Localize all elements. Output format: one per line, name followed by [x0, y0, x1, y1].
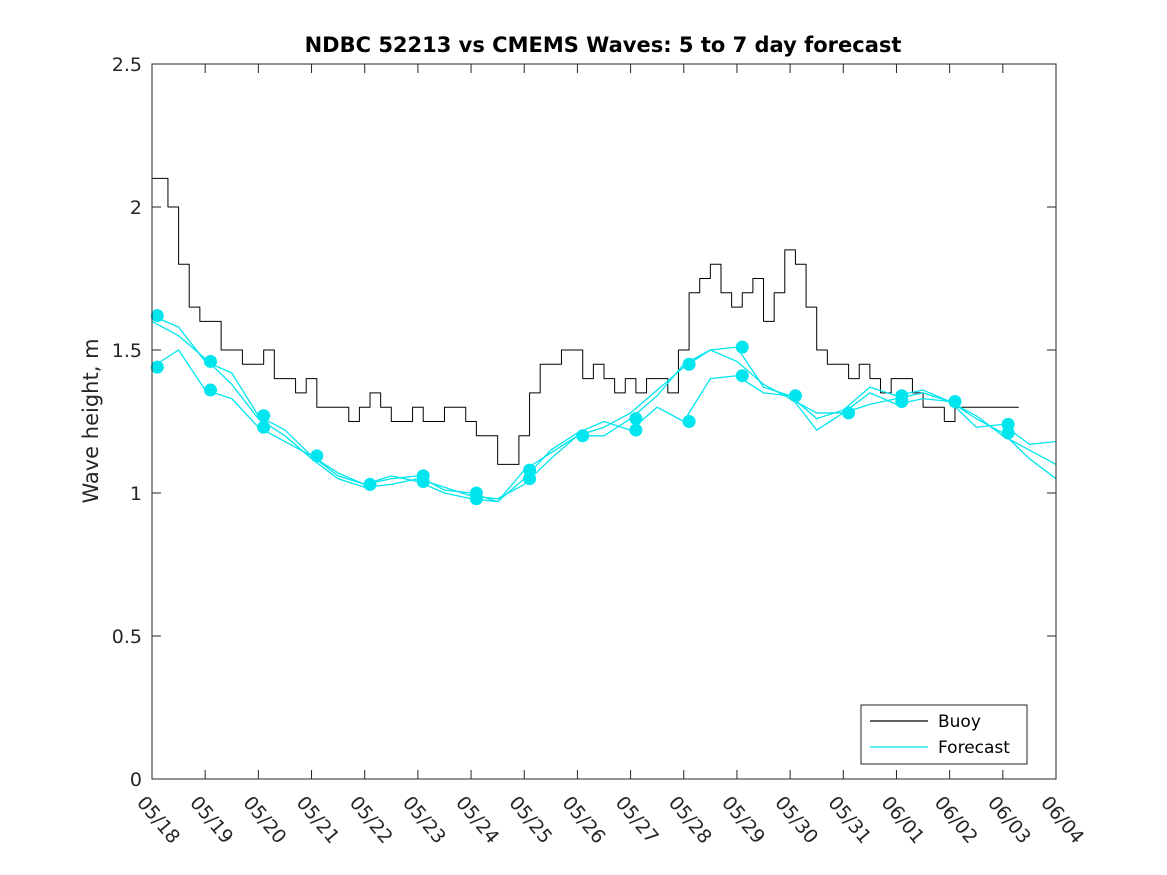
marker-group: [150, 309, 1015, 506]
forecast-marker: [842, 406, 856, 420]
series-line-buoy: [152, 177, 1019, 465]
forecast-marker: [310, 449, 324, 463]
forecast-marker: [257, 420, 271, 434]
forecast-marker: [895, 394, 909, 408]
forecast-marker: [1001, 426, 1015, 440]
forecast-marker: [257, 409, 271, 423]
forecast-marker: [576, 429, 590, 443]
forecast-marker: [469, 492, 483, 506]
forecast-marker: [203, 354, 217, 368]
forecast-marker: [629, 423, 643, 437]
forecast-marker: [788, 389, 802, 403]
forecast-marker: [416, 475, 430, 489]
plot-frame: [151, 63, 1057, 780]
forecast-marker: [150, 309, 164, 323]
y-tick-label: 1.5: [112, 340, 142, 362]
forecast-marker: [150, 360, 164, 374]
y-axis-label: Wave height, m: [79, 338, 103, 503]
y-tick-label: 0: [130, 769, 142, 791]
forecast-marker: [735, 369, 749, 383]
legend-label-forecast: Forecast: [938, 738, 1010, 758]
y-tick-label: 0.5: [112, 626, 142, 648]
forecast-marker: [735, 340, 749, 354]
legend-label-buoy: Buoy: [938, 712, 981, 732]
y-axis-ticks: 0 0.5 1 1.5 2 2.5: [112, 54, 1056, 791]
forecast-marker: [363, 477, 377, 491]
y-tick-label: 2.5: [112, 54, 142, 76]
forecast-marker: [682, 415, 696, 428]
forecast-marker: [629, 412, 643, 426]
forecast-marker: [948, 394, 962, 408]
y-tick-label: 1: [130, 483, 142, 505]
legend-box: [860, 704, 1028, 765]
chart-title: NDBC 52213 vs CMEMS Waves: 5 to 7 day fo…: [305, 33, 902, 57]
legend: Buoy Forecast: [860, 704, 1028, 765]
forecast-marker: [523, 472, 537, 486]
forecast-marker: [203, 383, 217, 397]
y-tick-label: 2: [130, 197, 142, 219]
forecast-marker: [682, 357, 696, 371]
